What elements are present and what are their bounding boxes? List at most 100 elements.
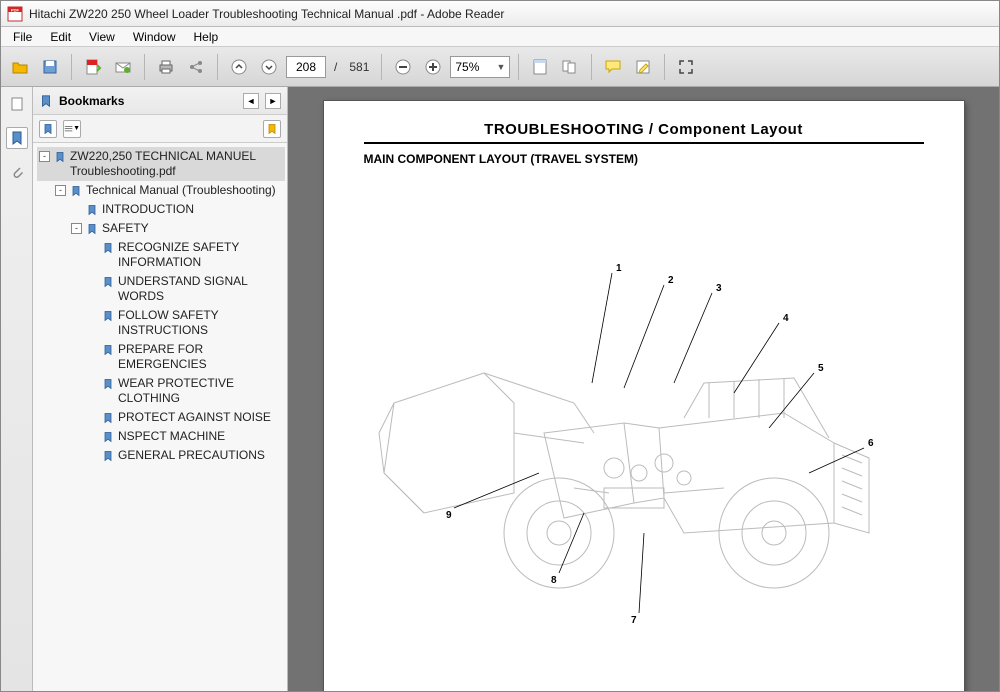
open-button[interactable]	[7, 54, 33, 80]
bookmark-icon	[54, 151, 66, 163]
share-button[interactable]	[183, 54, 209, 80]
bookmarks-tree[interactable]: -ZW220,250 TECHNICAL MANUEL Troubleshoot…	[33, 143, 287, 691]
highlight-button[interactable]	[630, 54, 656, 80]
svg-text:8: 8	[551, 575, 557, 586]
bookmark-find-button[interactable]	[263, 120, 281, 138]
menu-file[interactable]: File	[5, 28, 40, 46]
rail-attachments-button[interactable]	[6, 161, 28, 183]
toolbar-separator	[591, 54, 592, 80]
menu-view[interactable]: View	[81, 28, 123, 46]
pdf-app-icon: PDF	[7, 6, 23, 22]
page-up-button[interactable]	[226, 54, 252, 80]
component-diagram: 123456789 T4GB-01-02-004	[364, 176, 924, 691]
toolbar-separator	[71, 54, 72, 80]
bookmarks-prev-button[interactable]: ◄	[243, 93, 259, 109]
bookmark-item[interactable]: GENERAL PRECAUTIONS	[37, 446, 285, 465]
toolbar-separator	[217, 54, 218, 80]
page-total: 581	[345, 60, 373, 74]
menubar: File Edit View Window Help	[1, 27, 999, 47]
bookmark-label: NSPECT MACHINE	[118, 429, 225, 444]
bookmark-label: WEAR PROTECTIVE CLOTHING	[118, 376, 283, 406]
bookmarks-title: Bookmarks	[59, 94, 237, 108]
bookmark-icon	[102, 276, 114, 288]
fullscreen-button[interactable]	[673, 54, 699, 80]
bookmarks-panel: Bookmarks ◄ ► ▼ -ZW220,250 TECHNICAL MAN…	[33, 87, 288, 691]
collapse-icon[interactable]: -	[39, 151, 50, 162]
main-area: Bookmarks ◄ ► ▼ -ZW220,250 TECHNICAL MAN…	[1, 87, 999, 691]
bookmarks-header: Bookmarks ◄ ►	[33, 87, 287, 115]
zoom-dropdown[interactable]: 75% ▼	[450, 56, 510, 78]
zoom-value: 75%	[455, 60, 479, 74]
expand-spacer	[87, 276, 98, 287]
bookmark-item[interactable]: -Technical Manual (Troubleshooting)	[37, 181, 285, 200]
rail-bookmarks-button[interactable]	[6, 127, 28, 149]
document-viewport[interactable]: TROUBLESHOOTING / Component Layout MAIN …	[288, 87, 999, 691]
menu-edit[interactable]: Edit	[42, 28, 79, 46]
bookmark-label: GENERAL PRECAUTIONS	[118, 448, 265, 463]
comment-button[interactable]	[600, 54, 626, 80]
svg-text:4: 4	[783, 313, 789, 324]
bookmark-icon	[102, 310, 114, 322]
bookmark-label: ZW220,250 TECHNICAL MANUEL Troubleshooti…	[70, 149, 283, 179]
bookmark-options-button[interactable]: ▼	[63, 120, 81, 138]
bookmark-item[interactable]: - ZW220,250 TECHNICAL MANUEL Troubleshoot…	[37, 147, 285, 181]
bookmark-item[interactable]: - SAFETY	[37, 219, 285, 238]
bookmark-label: RECOGNIZE SAFETY INFORMATION	[118, 240, 283, 270]
bookmark-label: UNDERSTAND SIGNAL WORDS	[118, 274, 283, 304]
collapse-icon[interactable]: -	[71, 223, 82, 234]
page-sep: /	[330, 60, 341, 74]
bookmark-icon	[102, 431, 114, 443]
expand-spacer	[87, 431, 98, 442]
bookmark-label: FOLLOW SAFETY INSTRUCTIONS	[118, 308, 283, 338]
svg-text:1: 1	[616, 263, 622, 274]
bookmark-item[interactable]: INTRODUCTION	[37, 200, 285, 219]
bookmark-label: SAFETY	[102, 221, 149, 236]
print-button[interactable]	[153, 54, 179, 80]
collapse-icon[interactable]: -	[55, 185, 66, 196]
toolbar: / 581 75% ▼	[1, 47, 999, 87]
expand-spacer	[71, 204, 82, 215]
bookmark-icon	[102, 412, 114, 424]
bookmarks-toolbar: ▼	[33, 115, 287, 143]
zoom-out-button[interactable]	[390, 54, 416, 80]
bookmark-icon	[86, 223, 98, 235]
bookmark-icon	[86, 204, 98, 216]
bookmark-item[interactable]: PREPARE FOR EMERGENCIES	[37, 340, 285, 374]
bookmark-item[interactable]: NSPECT MACHINE	[37, 427, 285, 446]
bookmark-item[interactable]: PROTECT AGAINST NOISE	[37, 408, 285, 427]
bookmark-item[interactable]: UNDERSTAND SIGNAL WORDS	[37, 272, 285, 306]
bookmark-item[interactable]: WEAR PROTECTIVE CLOTHING	[37, 374, 285, 408]
toolbar-separator	[518, 54, 519, 80]
page-number-input[interactable]	[286, 56, 326, 78]
expand-spacer	[87, 450, 98, 461]
svg-text:PDF: PDF	[11, 7, 20, 12]
titlebar: PDF Hitachi ZW220 250 Wheel Loader Troub…	[1, 1, 999, 27]
doc-subheading: MAIN COMPONENT LAYOUT (TRAVEL SYSTEM)	[364, 152, 924, 166]
toolbar-separator	[381, 54, 382, 80]
menu-help[interactable]: Help	[186, 28, 227, 46]
bookmark-icon	[102, 344, 114, 356]
bookmarks-next-button[interactable]: ►	[265, 93, 281, 109]
email-button[interactable]	[110, 54, 136, 80]
nav-rail	[1, 87, 33, 691]
expand-spacer	[87, 344, 98, 355]
svg-text:9: 9	[446, 510, 452, 521]
expand-spacer	[87, 310, 98, 321]
window-title: Hitachi ZW220 250 Wheel Loader Troublesh…	[29, 7, 504, 21]
zoom-in-button[interactable]	[420, 54, 446, 80]
page-down-button[interactable]	[256, 54, 282, 80]
save-button[interactable]	[37, 54, 63, 80]
svg-text:3: 3	[716, 283, 722, 294]
expand-spacer	[87, 242, 98, 253]
bookmark-icon	[39, 94, 53, 108]
chevron-down-icon: ▼	[496, 62, 505, 72]
export-pdf-button[interactable]	[80, 54, 106, 80]
bookmark-item[interactable]: FOLLOW SAFETY INSTRUCTIONS	[37, 306, 285, 340]
rail-thumbnails-button[interactable]	[6, 93, 28, 115]
bookmark-new-button[interactable]	[39, 120, 57, 138]
toolbar-separator	[664, 54, 665, 80]
bookmark-item[interactable]: RECOGNIZE SAFETY INFORMATION	[37, 238, 285, 272]
menu-window[interactable]: Window	[125, 28, 184, 46]
select-tool-button[interactable]	[557, 54, 583, 80]
hand-tool-button[interactable]	[527, 54, 553, 80]
